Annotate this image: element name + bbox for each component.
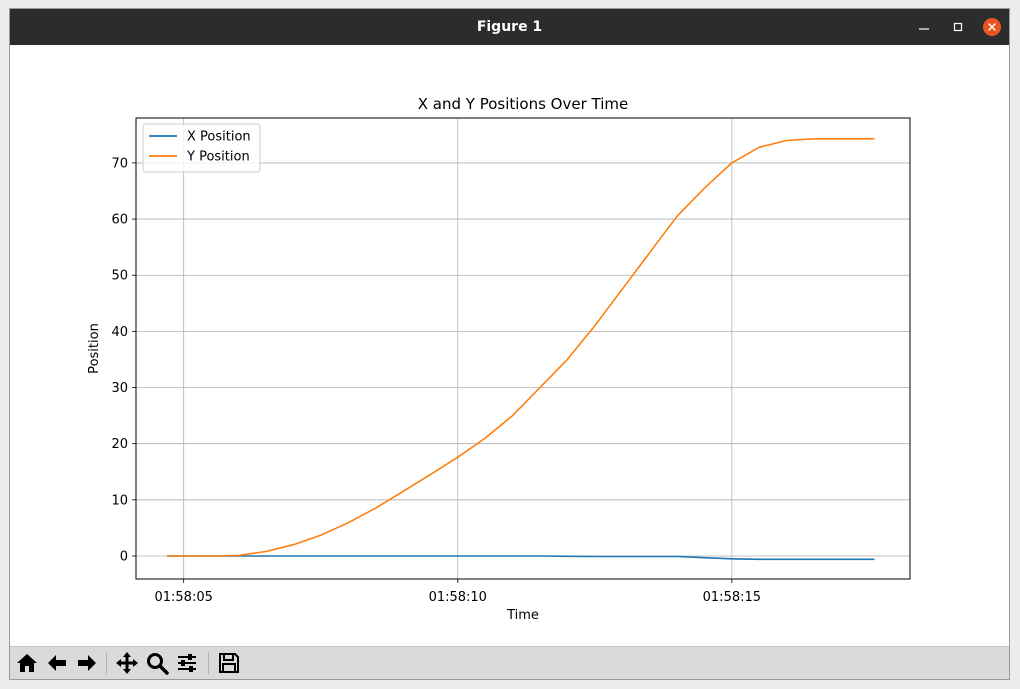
y-tick-label: 10 bbox=[111, 493, 128, 508]
home-button[interactable] bbox=[14, 650, 40, 676]
forward-arrow-icon bbox=[78, 655, 96, 671]
back-button[interactable] bbox=[44, 650, 70, 676]
x-tick-label: 01:58:10 bbox=[429, 590, 487, 605]
series-line-y-position bbox=[167, 138, 875, 557]
line-chart: 01:58:05 01:58:10 01:58:15010203040506070 … bbox=[87, 95, 911, 623]
series-line-x-position bbox=[167, 555, 875, 561]
back-arrow-icon bbox=[48, 655, 66, 671]
configure-subplots-icon bbox=[178, 654, 196, 672]
x-tick-label: 01:58:05 bbox=[154, 590, 212, 605]
y-tick-label: 0 bbox=[120, 549, 128, 564]
y-tick-label: 30 bbox=[111, 381, 128, 396]
y-tick-label: 40 bbox=[111, 325, 128, 340]
zoom-icon bbox=[147, 653, 169, 675]
home-icon bbox=[17, 654, 37, 672]
maximize-button[interactable] bbox=[949, 18, 967, 36]
legend: X Position Y Position bbox=[142, 123, 261, 173]
forward-button[interactable] bbox=[74, 650, 100, 676]
configure-subplots-button[interactable] bbox=[174, 650, 200, 676]
pan-button[interactable] bbox=[114, 650, 140, 676]
navigation-toolbar bbox=[10, 646, 1009, 679]
ticks: 01:58:05 01:58:10 01:58:15 0 10 20 30 40 50 60 70 bbox=[111, 156, 761, 605]
figure-canvas[interactable]: 01:58:05 01:58:10 01:58:15 0 10 20 30 40 50 60 70 … bbox=[10, 45, 1009, 646]
y-tick-label: 50 bbox=[111, 269, 128, 284]
y-tick-label: 60 bbox=[111, 213, 128, 228]
series-lines bbox=[167, 138, 875, 561]
y-tick-label: 70 bbox=[111, 156, 128, 171]
window-title: Figure 1 bbox=[476, 19, 543, 35]
save-icon bbox=[219, 653, 239, 673]
toolbar-separator bbox=[106, 652, 107, 674]
axes-frame bbox=[135, 117, 911, 580]
minimize-button[interactable] bbox=[915, 18, 933, 36]
title-bar[interactable]: Figure 1 bbox=[10, 9, 1009, 45]
minimize-icon bbox=[919, 28, 929, 30]
toolbar-separator bbox=[208, 652, 209, 674]
legend-label: Y Position bbox=[186, 150, 250, 165]
close-button[interactable] bbox=[983, 18, 1001, 36]
x-tick-label: 01:58:15 bbox=[703, 590, 761, 605]
x-axis-label: Time bbox=[506, 608, 539, 623]
close-icon bbox=[983, 18, 1001, 36]
figure-window: Figure 1 01:58:05 01:58:10 01:58:15 0 10 20 30… bbox=[9, 8, 1010, 680]
legend-label: X Position bbox=[187, 130, 251, 145]
maximize-icon bbox=[953, 22, 963, 32]
zoom-button[interactable] bbox=[144, 650, 170, 676]
grid-lines bbox=[136, 118, 910, 579]
y-tick-label: 20 bbox=[111, 437, 128, 452]
chart-title: X and Y Positions Over Time bbox=[418, 95, 629, 113]
y-axis-label: Position bbox=[87, 323, 102, 374]
save-button[interactable] bbox=[216, 650, 242, 676]
pan-icon bbox=[116, 652, 138, 674]
